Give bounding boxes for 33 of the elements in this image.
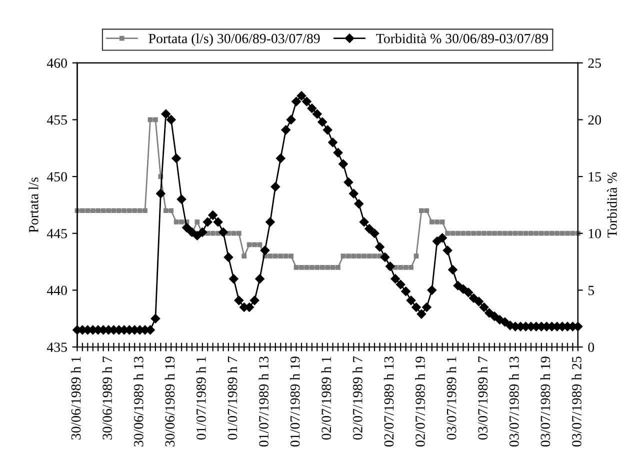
- x-tick-label: 01/07/1989 h 13: [258, 356, 268, 447]
- x-tick-label: 03/07/1989 h 1: [446, 356, 456, 440]
- y-tick-label: 460: [46, 58, 67, 68]
- y2-tick-label: 5: [588, 286, 594, 296]
- y2-tick-label: 25: [588, 58, 601, 68]
- y-axis-title: Portata l/s: [28, 177, 38, 233]
- x-tick-label: 03/07/1989 h 13: [509, 356, 519, 447]
- x-tick-label: 02/07/1989 h 19: [415, 356, 425, 447]
- x-tick-label: 02/07/1989 h 13: [384, 356, 394, 447]
- x-tick-label: 01/07/1989 h 1: [196, 356, 206, 440]
- y-tick-label: 455: [46, 115, 67, 125]
- x-tick-label: 03/07/1989 h 25: [572, 356, 582, 447]
- x-tick-label: 30/06/1989 h 7: [102, 356, 112, 440]
- y2-tick-label: 10: [588, 228, 602, 238]
- legend-label: Torbidità % 30/06/89-03/07/89: [376, 33, 548, 44]
- x-tick-label: 02/07/1989 h 1: [321, 356, 332, 440]
- x-tick-label: 03/07/1989 h 19: [540, 356, 550, 447]
- y2-tick-label: 0: [588, 342, 594, 352]
- x-tick-label: 01/07/1989 h 19: [290, 356, 300, 447]
- x-tick-label: 30/06/1989 h 19: [164, 356, 175, 446]
- y-tick-label: 440: [46, 286, 67, 296]
- legend-label: Portata (l/s) 30/06/89-03/07/89: [148, 33, 320, 46]
- x-tick-label: 30/06/1989 h 1: [70, 356, 81, 440]
- y2-tick-label: 15: [588, 172, 601, 182]
- y-tick-label: 445: [46, 229, 67, 238]
- x-tick-label: 30/06/1989 h 13: [134, 356, 144, 446]
- y-tick-label: 450: [46, 172, 67, 182]
- y2-axis-title: Torbidità %: [607, 172, 617, 238]
- x-tick-label: 01/07/1989 h 7: [227, 356, 238, 440]
- x-tick-label: 03/07/1989 h 7: [478, 356, 488, 440]
- y2-tick-label: 20: [588, 115, 602, 125]
- y-tick-label: 435: [46, 342, 67, 352]
- x-tick-label: 02/07/1989 h 7: [352, 356, 362, 440]
